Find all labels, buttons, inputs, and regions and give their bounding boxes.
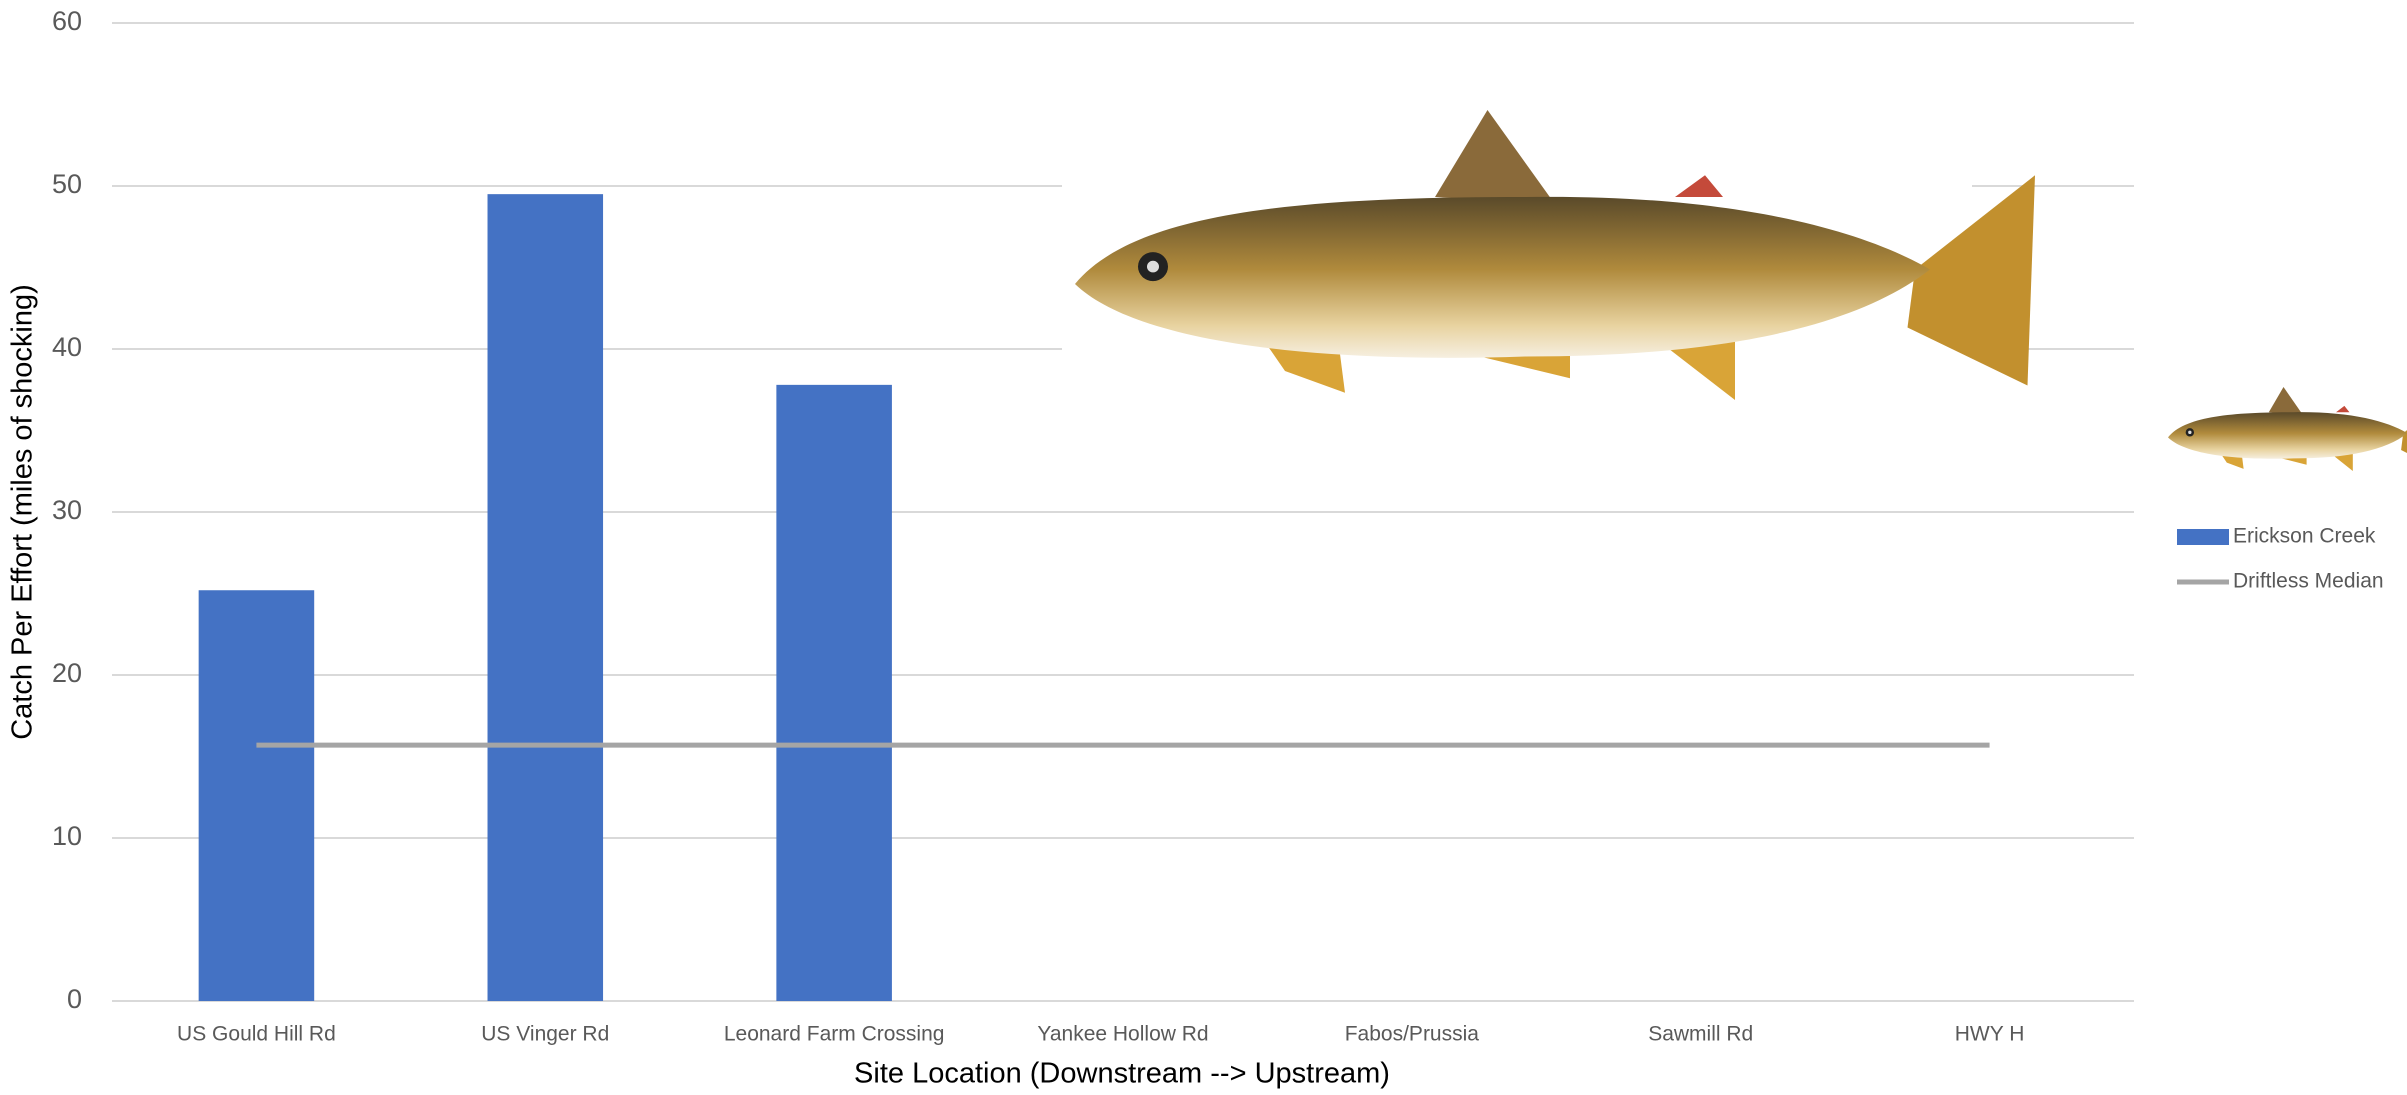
x-tick-label: Sawmill Rd [1648,1023,1753,1046]
y-tick-label: 30 [52,495,82,525]
bar [198,590,315,1001]
legend-label: Driftless Median [2233,570,2384,593]
x-tick-label: HWY H [1955,1023,2025,1046]
bar [776,384,892,1001]
x-tick-label: Leonard Farm Crossing [724,1023,945,1046]
x-tick-label: Yankee Hollow Rd [1037,1023,1208,1046]
x-tick-label: Fabos/Prussia [1345,1023,1480,1046]
y-tick-label: 60 [52,6,82,36]
y-tick-label: 40 [52,332,82,362]
x-tick-label: US Gould Hill Rd [177,1023,336,1046]
y-tick-label: 50 [52,169,82,199]
y-tick-label: 0 [67,984,82,1014]
bar [487,194,604,1001]
plot-area: 0 10 20 30 40 50 60 US Gould Hill Rd US Vinger R… [52,6,2134,1046]
x-axis-title: Site Location (Downstream --> Upstream) [854,1058,1390,1090]
legend-label: Erickson Creek [2233,525,2376,548]
y-tick-label: 20 [52,658,82,688]
y-axis-title: Catch Per Effort (miles of shocking) [7,284,39,740]
y-tick-label: 10 [52,821,82,851]
legend-swatch [2177,529,2229,545]
brown-trout-icon [2168,387,2407,471]
x-tick-label: US Vinger Rd [481,1023,609,1046]
